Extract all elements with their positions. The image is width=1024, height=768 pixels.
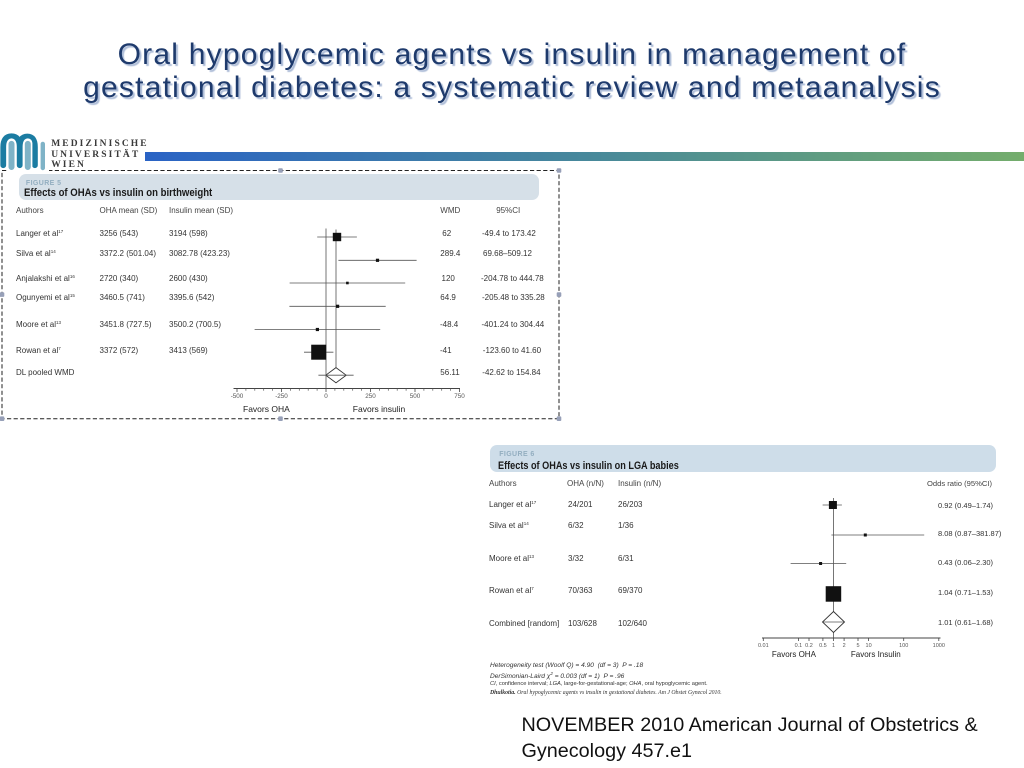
svg-text:250: 250 (365, 393, 376, 400)
svg-text:-500: -500 (231, 393, 244, 400)
svg-text:10: 10 (866, 643, 872, 649)
svg-text:0.01: 0.01 (758, 643, 769, 649)
svg-text:1000: 1000 (933, 643, 945, 649)
svg-text:750: 750 (454, 393, 465, 400)
svg-text:0.2: 0.2 (805, 643, 813, 649)
svg-text:100: 100 (899, 643, 908, 649)
svg-text:2: 2 (843, 643, 846, 649)
svg-text:0.1: 0.1 (795, 643, 803, 649)
svg-text:5: 5 (856, 643, 859, 649)
svg-text:-250: -250 (275, 393, 288, 400)
svg-text:0.5: 0.5 (819, 643, 827, 649)
svg-text:500: 500 (410, 393, 421, 400)
svg-text:1: 1 (832, 643, 835, 649)
svg-text:0: 0 (324, 393, 328, 400)
